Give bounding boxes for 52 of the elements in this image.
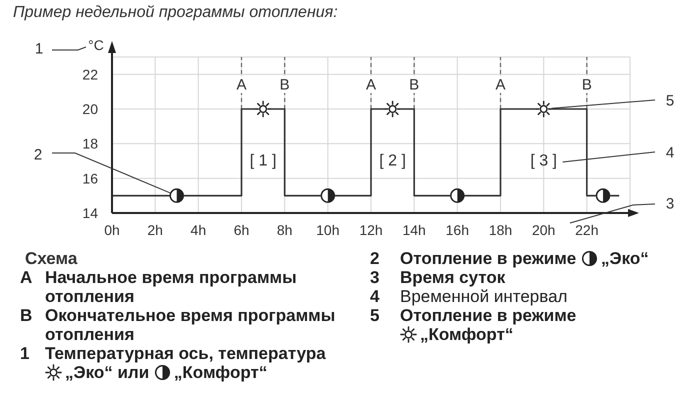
text: „Комфорт“ <box>419 325 514 344</box>
x-tick-label: 8h <box>276 222 292 238</box>
ref-line-label: B <box>582 76 592 94</box>
text: 5 <box>370 306 380 327</box>
text: Время суток <box>400 268 506 287</box>
ref-line-label: A <box>495 76 506 94</box>
y-axis-title: °C <box>88 37 104 53</box>
annotation: [ 2 ] <box>379 152 406 170</box>
text: „Эко“ или <box>64 363 150 382</box>
y-tick-label: 18 <box>82 136 98 152</box>
text: „Эко“ <box>600 249 649 268</box>
y-tick-label: 16 <box>82 170 98 186</box>
y-tick-label: 14 <box>82 204 98 221</box>
text: 1 <box>34 40 44 58</box>
text: Окончательное время программы отопления <box>45 306 336 344</box>
x-tick-label: 22h <box>575 222 599 238</box>
ref-line-label: B <box>409 76 420 94</box>
annotation: 5 <box>666 92 674 110</box>
text: 4 <box>666 144 674 162</box>
text: 3 <box>370 268 380 287</box>
x-tick-label: 20h <box>532 222 556 238</box>
text: Схема <box>24 249 78 268</box>
x-tick-label: 10h <box>316 222 340 238</box>
x-tick-label: 14h <box>402 222 426 238</box>
text: B <box>20 306 34 327</box>
text: „Комфорт“ <box>172 363 268 382</box>
x-tick-label: 6h <box>234 222 250 238</box>
text: 1 <box>20 344 30 365</box>
x-tick-label: 2h <box>147 222 163 238</box>
annotation: [ 3 ] <box>530 152 558 170</box>
x-tick-label: 18h <box>488 222 512 238</box>
text: 2 <box>370 249 380 268</box>
annotation: 2 <box>34 146 42 164</box>
text: Временной интервал <box>400 287 568 306</box>
x-tick-label: 4h <box>190 222 206 238</box>
annotation: [ 1 ] <box>250 152 276 170</box>
y-tick-label: 20 <box>82 100 98 117</box>
x-tick-label: 12h <box>359 222 383 238</box>
y-tick-label: 22 <box>82 66 98 82</box>
text: 3 <box>666 196 674 212</box>
x-tick-label: 16h <box>446 222 470 238</box>
text: Отопление в режиме <box>400 249 576 268</box>
chart-title: Пример недельной программы отопления: <box>13 3 338 22</box>
ref-line-label: B <box>280 76 290 94</box>
ref-line-label: A <box>366 76 376 94</box>
x-tick-label: 0h <box>104 222 120 238</box>
ref-line-label: A <box>236 76 247 94</box>
text: 4 <box>370 287 380 306</box>
text: Отопление в режиме <box>400 306 576 325</box>
text: A <box>20 268 34 289</box>
text: Начальное время программы отопления <box>45 268 297 306</box>
text: Температурная ось, температура <box>45 344 326 363</box>
